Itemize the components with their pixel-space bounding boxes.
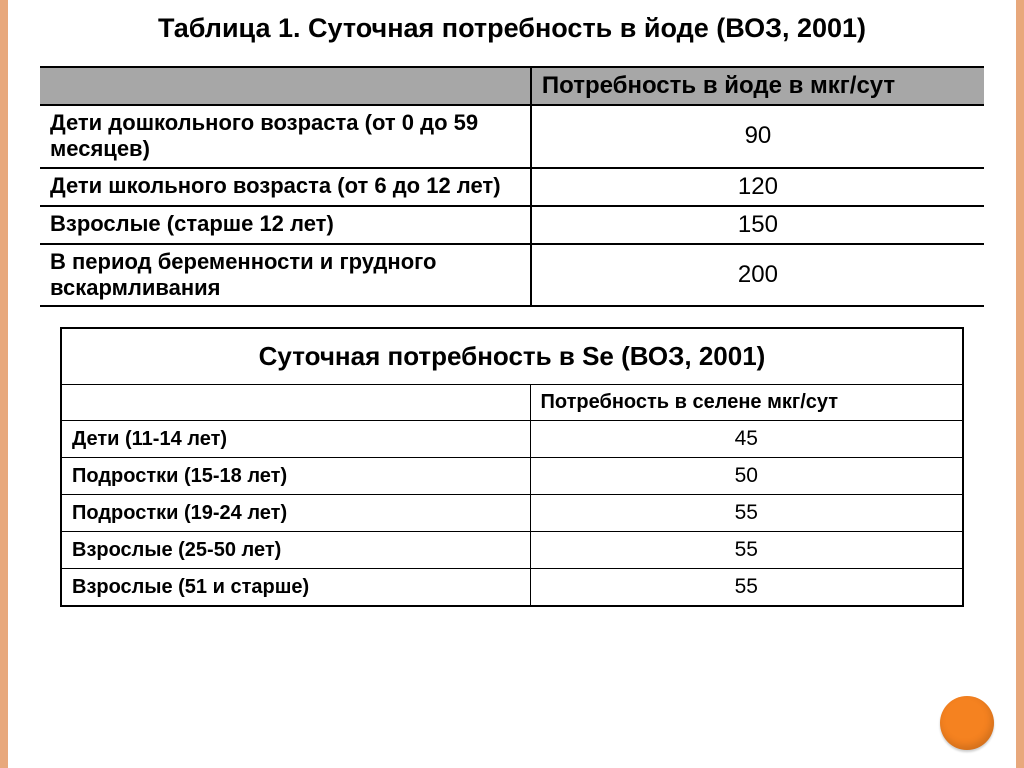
t1-row0-label: Дети дошкольного возраста (от 0 до 59 ме… xyxy=(40,105,531,168)
t1-row2-value: 150 xyxy=(531,206,984,244)
t2-row0-label: Дети (11-14 лет) xyxy=(61,421,530,458)
table1-header-empty xyxy=(40,67,531,105)
t1-row3-value: 200 xyxy=(531,244,984,307)
table-row: Подростки (19-24 лет) 55 xyxy=(61,495,963,532)
table2-header-empty xyxy=(61,385,530,421)
t1-row3-label: В период беременности и грудного вскармл… xyxy=(40,244,531,307)
t1-row0-value: 90 xyxy=(531,105,984,168)
table1-header-row: Потребность в йоде в мкг/сут xyxy=(40,67,984,105)
table-row: В период беременности и грудного вскармл… xyxy=(40,244,984,307)
table-row: Дети школьного возраста (от 6 до 12 лет)… xyxy=(40,168,984,206)
table2-title: Суточная потребность в Se (ВОЗ, 2001) xyxy=(61,328,963,385)
table-row: Взрослые (51 и старше) 55 xyxy=(61,569,963,607)
t2-row3-label: Взрослые (25-50 лет) xyxy=(61,532,530,569)
table-row: Дети (11-14 лет) 45 xyxy=(61,421,963,458)
t2-row4-label: Взрослые (51 и старше) xyxy=(61,569,530,607)
table1-title: Таблица 1. Суточная потребность в йоде (… xyxy=(40,12,984,46)
table2-header-value: Потребность в селене мкг/сут xyxy=(530,385,963,421)
t1-row1-label: Дети школьного возраста (от 6 до 12 лет) xyxy=(40,168,531,206)
selenium-table-wrap: Суточная потребность в Se (ВОЗ, 2001) По… xyxy=(40,327,984,607)
table2-title-row: Суточная потребность в Se (ВОЗ, 2001) xyxy=(61,328,963,385)
t2-row3-value: 55 xyxy=(530,532,963,569)
table-row: Подростки (15-18 лет) 50 xyxy=(61,458,963,495)
iodine-table: Потребность в йоде в мкг/сут Дети дошкол… xyxy=(40,66,984,308)
t2-row4-value: 55 xyxy=(530,569,963,607)
t1-row1-value: 120 xyxy=(531,168,984,206)
slide-left-border xyxy=(0,0,8,768)
table-row: Взрослые (25-50 лет) 55 xyxy=(61,532,963,569)
table-row: Дети дошкольного возраста (от 0 до 59 ме… xyxy=(40,105,984,168)
slide-right-border xyxy=(1016,0,1024,768)
slide-content: Таблица 1. Суточная потребность в йоде (… xyxy=(0,0,1024,607)
t2-row1-label: Подростки (15-18 лет) xyxy=(61,458,530,495)
t1-row2-label: Взрослые (старше 12 лет) xyxy=(40,206,531,244)
selenium-table: Суточная потребность в Se (ВОЗ, 2001) По… xyxy=(60,327,964,607)
table-row: Взрослые (старше 12 лет) 150 xyxy=(40,206,984,244)
decorative-dot-icon xyxy=(940,696,994,750)
table1-header-value: Потребность в йоде в мкг/сут xyxy=(531,67,984,105)
t2-row2-value: 55 xyxy=(530,495,963,532)
t2-row0-value: 45 xyxy=(530,421,963,458)
t2-row1-value: 50 xyxy=(530,458,963,495)
t2-row2-label: Подростки (19-24 лет) xyxy=(61,495,530,532)
table2-header-row: Потребность в селене мкг/сут xyxy=(61,385,963,421)
